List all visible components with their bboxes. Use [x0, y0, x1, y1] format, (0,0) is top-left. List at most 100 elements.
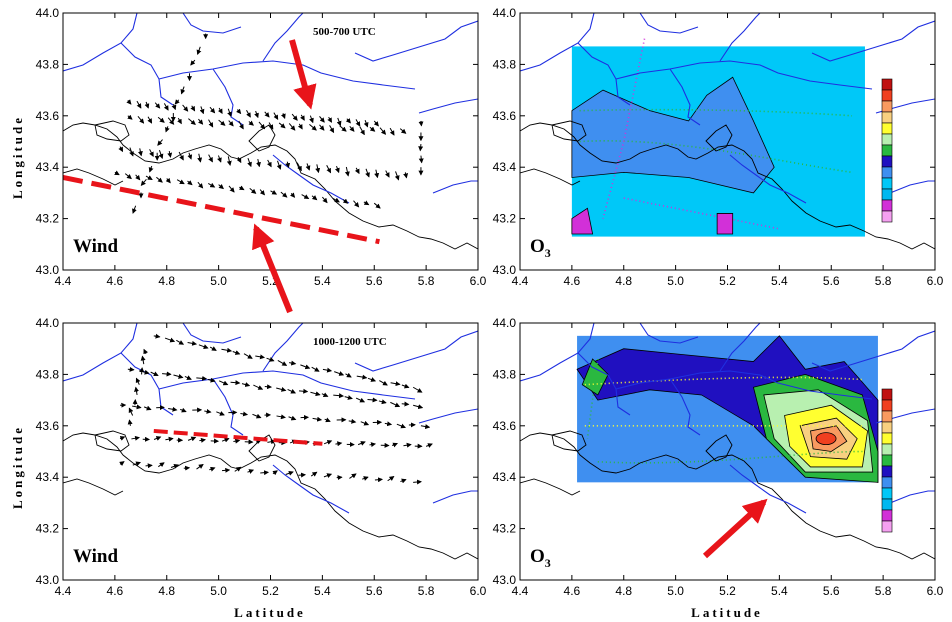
wind-vector [171, 104, 177, 111]
wind-vector [335, 441, 343, 447]
wind-vector [137, 148, 143, 157]
wind-vector [319, 116, 325, 123]
wind-vector [264, 384, 273, 390]
x-tick-label: 5.0 [210, 584, 227, 598]
wind-vector [209, 346, 217, 351]
y-tick-label: 43.6 [36, 109, 60, 123]
y-tick-label: 43.6 [493, 419, 517, 433]
coastline [63, 478, 124, 496]
wind-vector [143, 405, 152, 411]
wind-vector [387, 476, 395, 482]
wind-vector [345, 118, 351, 124]
wind-vector [311, 366, 320, 372]
lagoon-outline [94, 430, 130, 452]
wind-vector [276, 386, 287, 392]
wind-vector [329, 125, 335, 134]
wind-vector [418, 144, 424, 152]
wind-vector [322, 367, 333, 373]
wind-vector [209, 106, 216, 114]
y-tick-label: 43.2 [493, 522, 517, 536]
wind-vector [332, 197, 340, 203]
wind-vector [218, 184, 224, 190]
wind-vector [324, 417, 331, 423]
coastline [63, 122, 478, 250]
wind-vector [390, 401, 401, 408]
coastline [63, 168, 124, 186]
wind-vector [129, 147, 134, 157]
wind-vector [312, 416, 323, 422]
wind-vector [253, 384, 264, 390]
lagoon-outline [705, 434, 733, 462]
colorbar-swatch [881, 133, 893, 146]
wind-vector [233, 438, 241, 444]
wind-vector [268, 122, 274, 130]
map-background [63, 13, 478, 270]
river [272, 154, 350, 204]
x-tick-label: 4.8 [158, 584, 175, 598]
colorbar-swatch [881, 399, 893, 412]
wind-vector [217, 107, 223, 115]
colorbar-swatch [881, 122, 893, 135]
wind-vector [236, 108, 242, 115]
colorbar-swatch [881, 199, 893, 212]
wind-vector [134, 386, 139, 396]
x-axis-title: Latitude [691, 605, 763, 620]
wind-vector [208, 154, 213, 163]
x-tick-label: 5.0 [667, 584, 684, 598]
flight-track [602, 38, 780, 230]
y-tick-label: 43.8 [493, 367, 517, 381]
wind-vector [336, 117, 342, 127]
colorbar-swatch [881, 454, 893, 467]
colorbar-swatch [881, 89, 893, 102]
wind-vector [207, 377, 216, 383]
wind-vector [114, 170, 120, 176]
colorbar-swatch [881, 388, 893, 401]
wind-vector [240, 411, 249, 417]
wind-vector [401, 383, 410, 389]
wind-vector [167, 150, 173, 158]
colorbar-swatch [881, 520, 893, 533]
ozone-contour [581, 358, 609, 396]
river [354, 20, 478, 62]
wind-vector [216, 411, 225, 416]
wind-vector [418, 120, 424, 127]
wind-vector [124, 173, 132, 180]
wind-vector [197, 181, 204, 189]
wind-vector [360, 420, 370, 426]
wind-vector [247, 157, 252, 168]
x-tick-label: 5.2 [262, 584, 279, 598]
wind-vector [154, 102, 161, 109]
wind-vector [204, 408, 212, 414]
wind-vector [198, 118, 204, 125]
river [615, 60, 873, 90]
wind-vector [348, 418, 357, 424]
wind-vector [323, 473, 333, 478]
wind-vector [165, 126, 170, 133]
y-tick-label: 44.0 [493, 316, 517, 330]
ozone-contour [571, 76, 775, 194]
x-tick-label: 5.6 [823, 584, 840, 598]
ozone-contour [571, 207, 594, 235]
colorbar-swatch [881, 410, 893, 423]
ozone-panel-early: 4.4 4.6 4.8 5.0 5.2 5.4 5.6 5.8 6.0 43.0 43.2 43.4 4… [493, 6, 944, 288]
wind-vector [357, 441, 366, 446]
wind-vector [197, 153, 203, 163]
wind-vector [238, 185, 245, 191]
wind-vector [252, 413, 262, 419]
wind-vector [162, 371, 172, 377]
x-tick-label: 6.0 [470, 274, 487, 288]
x-tick-label: 4.4 [55, 584, 72, 598]
wind-vector [280, 113, 286, 119]
river [158, 60, 416, 90]
x-tick-label: 5.2 [719, 584, 736, 598]
wind-vector [145, 175, 153, 180]
y-tick-label: 43.8 [493, 57, 517, 71]
wind-vector [163, 103, 169, 111]
wind-vector [190, 59, 196, 66]
wind-vector [399, 128, 407, 134]
time-label: 1000-1200 UTC [313, 336, 387, 348]
x-tick-label: 4.6 [564, 274, 581, 288]
wind-vector [390, 381, 401, 387]
wind-vector [182, 104, 189, 112]
wind-vector [198, 344, 209, 349]
